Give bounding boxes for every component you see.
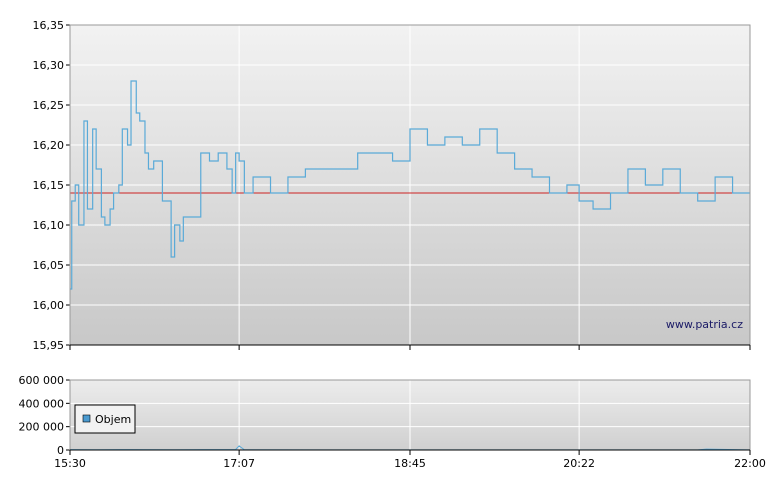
price-y-tick-label: 16,35 (33, 19, 65, 32)
volume-y-tick-label: 600 000 (19, 374, 65, 387)
volume-y-tick-label: 0 (57, 444, 64, 457)
x-tick-label: 15:30 (54, 457, 86, 470)
price-y-tick-label: 16,20 (33, 139, 65, 152)
x-tick-label: 18:45 (394, 457, 426, 470)
x-tick-label: 17:07 (223, 457, 255, 470)
price-y-tick-label: 16,30 (33, 59, 65, 72)
price-y-tick-label: 16,05 (33, 259, 65, 272)
volume-y-axis: 600 000 400 000 200 000 0 (19, 374, 70, 457)
price-y-tick-label: 16,25 (33, 99, 65, 112)
volume-y-tick-label: 200 000 (19, 421, 65, 434)
price-y-axis: 16,35 16,30 16,25 16,20 16,15 16,10 16,05 16,00… (33, 19, 70, 352)
price-series-line (70, 80, 750, 290)
legend-label: Objem (95, 413, 131, 426)
price-y-tick-label: 16,15 (33, 179, 65, 192)
x-tick-label: 22:00 (734, 457, 766, 470)
x-tick-label: 20:22 (563, 457, 595, 470)
legend-swatch (82, 414, 91, 423)
price-y-tick-label: 16,10 (33, 219, 65, 232)
volume-panel: 600 000 400 000 200 000 0 15:30 17:07 18:45 20… (19, 345, 766, 470)
legend: Objem (74, 404, 136, 434)
volume-y-tick-label: 400 000 (19, 397, 65, 410)
time-x-axis: 15:30 17:07 18:45 20:22 22:00 (54, 345, 766, 470)
price-y-tick-label: 15,95 (33, 339, 65, 352)
price-y-tick-label: 16,00 (33, 299, 65, 312)
watermark: www.patria.cz (666, 318, 743, 331)
price-panel: 16,35 16,30 16,25 16,20 16,15 16,10 16,05 16,00… (33, 19, 751, 352)
